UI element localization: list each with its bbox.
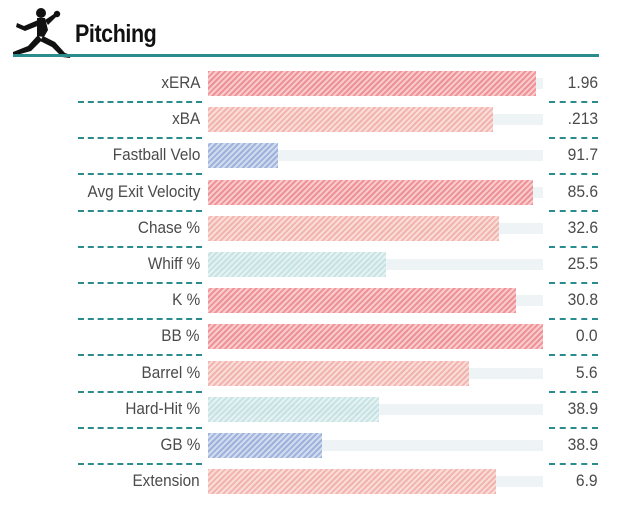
bar — [208, 432, 322, 458]
bar — [208, 288, 517, 314]
row-divider-left — [78, 390, 202, 393]
chart-row: xBA .213 — [0, 103, 628, 140]
chart-row: K % 30.8 — [0, 284, 628, 321]
category-label: xERA — [160, 73, 200, 92]
bar — [208, 107, 493, 133]
chart-row: Whiff % 25.5 — [0, 248, 628, 284]
bar — [208, 251, 386, 277]
value-label: 85.6 — [567, 181, 598, 201]
pitcher-silhouette-icon — [13, 8, 71, 58]
value-label: 91.7 — [567, 145, 598, 165]
value-label: 1.96 — [567, 73, 598, 92]
value-label: 30.8 — [567, 290, 598, 310]
category-label: Avg Exit Velocity — [87, 181, 200, 201]
value-label: 0.0 — [576, 326, 598, 346]
value-label: 6.9 — [576, 471, 598, 491]
row-divider-left — [78, 354, 202, 357]
row-divider-left — [78, 173, 202, 176]
chart-row: BB % 0.0 — [0, 320, 628, 357]
row-divider-right — [549, 101, 598, 103]
row-divider-right — [549, 209, 598, 212]
bar — [208, 71, 537, 96]
row-divider-left — [78, 281, 202, 284]
value-label: 38.9 — [567, 398, 598, 418]
row-divider-left — [78, 137, 202, 140]
bar-track — [208, 439, 543, 451]
value-label: 32.6 — [567, 217, 598, 237]
category-label: Chase % — [137, 217, 200, 237]
bar — [208, 324, 543, 350]
row-divider-left — [78, 426, 202, 429]
bar — [208, 179, 533, 205]
row-divider-right — [549, 245, 598, 248]
category-label: BB % — [161, 326, 200, 346]
chart-row: GB % 38.9 — [0, 429, 628, 465]
category-label: xBA — [171, 109, 200, 129]
chart-row: Fastball Velo 91.7 — [0, 139, 628, 176]
section-title: Pitching — [75, 20, 157, 48]
bar-track — [208, 150, 543, 162]
chart-row: Chase % 32.6 — [0, 212, 628, 248]
value-label: 38.9 — [567, 434, 598, 454]
category-label: Fastball Velo — [112, 145, 200, 165]
category-label: K % — [171, 290, 200, 310]
row-divider-right — [549, 390, 598, 393]
section-header: Pitching — [0, 0, 628, 60]
category-label: Barrel % — [141, 362, 200, 382]
row-divider-left — [78, 245, 202, 248]
chart-row: xERA 1.96 — [0, 67, 628, 103]
row-divider-left — [78, 318, 202, 321]
row-divider-right — [549, 354, 598, 357]
row-divider-right — [549, 462, 598, 465]
category-label: Hard-Hit % — [125, 398, 200, 418]
row-divider-left — [78, 101, 202, 103]
chart-row: Avg Exit Velocity 85.6 — [0, 176, 628, 212]
chart-row: Barrel % 5.6 — [0, 357, 628, 393]
header-divider — [13, 54, 599, 57]
bar — [208, 396, 379, 422]
row-divider-right — [549, 426, 598, 429]
row-divider-right — [549, 137, 598, 140]
bar — [208, 215, 500, 241]
bar — [208, 469, 497, 495]
bar — [208, 143, 279, 169]
row-divider-right — [549, 173, 598, 176]
chart-row: Hard-Hit % 38.9 — [0, 393, 628, 429]
percentile-bar-chart: xERA 1.96 xBA .213 Fastball Velo 91.7 Avg Exit… — [0, 67, 628, 501]
row-divider-left — [78, 462, 202, 465]
category-label: Extension — [132, 471, 200, 491]
bar — [208, 360, 470, 386]
value-label: .213 — [567, 109, 598, 129]
value-label: 25.5 — [567, 253, 598, 273]
category-label: Whiff % — [147, 253, 200, 273]
row-divider-right — [549, 318, 598, 321]
row-divider-right — [549, 281, 598, 284]
row-divider-left — [78, 209, 202, 212]
value-label: 5.6 — [576, 362, 598, 382]
chart-row: Extension 6.9 — [0, 465, 628, 501]
category-label: GB % — [160, 434, 200, 454]
